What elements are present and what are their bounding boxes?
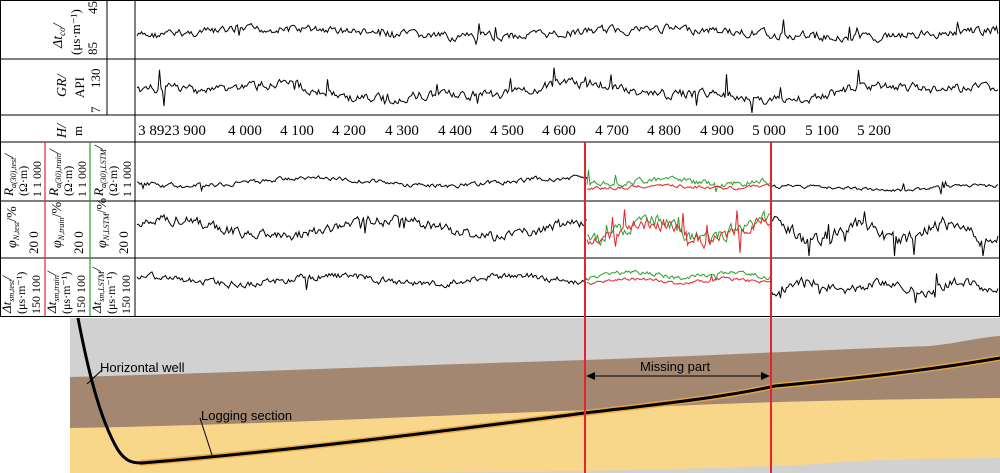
- svg-text:130: 130: [88, 69, 103, 89]
- svg-text:150 100: 150 100: [119, 275, 133, 314]
- svg-text:φN,train/%: φN,train/%: [50, 201, 66, 248]
- reservoir-layer: [70, 398, 1000, 473]
- depth-tick-label: 5 200: [857, 123, 891, 139]
- porosity-test-curve-right: [769, 211, 999, 257]
- well-trajectory: [76, 317, 1000, 465]
- svg-text:Ra(30),LSTM/: Ra(30),LSTM/: [91, 144, 108, 197]
- depth-tick-label: 4 900: [700, 123, 734, 139]
- resistivity-lstm-curve: [586, 169, 771, 193]
- depth-tick-label: 4 200: [332, 123, 366, 139]
- cross-section: Missing part Horizontal well Logging sec…: [70, 142, 1000, 473]
- svg-text:φN,test/%: φN,test/%: [5, 206, 21, 248]
- svg-text:Δtsm,train/: Δtsm,train/: [44, 270, 61, 314]
- svg-text:7: 7: [88, 106, 103, 113]
- depth-tick-label: 3 892: [138, 123, 172, 139]
- svg-text:φN,LSTM/%: φN,LSTM/%: [95, 197, 111, 248]
- depth-tick-label: 3 900: [172, 123, 206, 139]
- svg-text:1 1 000: 1 1 000: [75, 161, 89, 197]
- depth-tick-label: 4 500: [490, 123, 524, 139]
- svg-text:20 0: 20 0: [71, 231, 86, 254]
- gr-header: GR/ API 130 7: [55, 69, 103, 114]
- resistivity-header: Ra(30),test/ (Ω·m) 1 1 000 Ra(30),train/…: [1, 144, 134, 197]
- porosity-train-curve: [586, 209, 771, 254]
- lower-grey-layer: [820, 461, 1000, 473]
- svg-text:(μs·m⁻¹): (μs·m⁻¹): [68, 9, 83, 55]
- depth-tick-label: 4 000: [228, 123, 262, 139]
- horizontal-well-leader: [86, 369, 103, 385]
- svg-text:150 100: 150 100: [29, 275, 43, 314]
- svg-text:85: 85: [85, 42, 100, 55]
- svg-text:(μs·m⁻¹): (μs·m⁻¹): [104, 272, 118, 314]
- sonic-header: Δtsm,test/ (μs·m⁻¹) 150 100 Δtsm,train/ …: [0, 266, 133, 314]
- porosity-header: φN,test/% 20 0 φN,train/% 20 0 φN,LSTM/%…: [5, 197, 131, 254]
- arrow-head-right: [761, 372, 770, 380]
- header-separators: [44, 142, 91, 316]
- depth-tick-label: 4 100: [280, 123, 314, 139]
- depth-tick-labels: 3 892 3 900 4 000 4 100 4 200 4 300 4 400 4 500…: [138, 123, 891, 139]
- sonic-lstm-curve: [586, 269, 771, 282]
- resistivity-train-curve: [586, 183, 771, 191]
- svg-text:Ra(30),test/: Ra(30),test/: [1, 153, 18, 197]
- svg-text:H/: H/: [55, 123, 70, 139]
- depth-tick-label: 5 000: [752, 123, 786, 139]
- dt-co-header: Δtco/ (μs·m⁻¹) 45 85: [51, 1, 100, 55]
- resistivity-test-curve-right: [769, 180, 999, 195]
- svg-text:Δtsm,LSTM/: Δtsm,LSTM/: [89, 266, 106, 314]
- sonic-test-curve-left: [136, 271, 588, 290]
- svg-text:(μs·m⁻¹): (μs·m⁻¹): [59, 272, 73, 314]
- porosity-lstm-curve: [586, 209, 771, 247]
- svg-text:1 1 000: 1 1 000: [120, 161, 134, 197]
- svg-text:1 1 000: 1 1 000: [30, 161, 44, 197]
- svg-text:(Ω·m): (Ω·m): [16, 166, 30, 196]
- svg-text:45: 45: [85, 1, 100, 14]
- depth-tick-label: 4 800: [647, 123, 681, 139]
- depth-tick-label: 4 300: [385, 123, 419, 139]
- svg-text:(Ω·m): (Ω·m): [106, 166, 120, 196]
- svg-text:Δtsm,test/: Δtsm,test/: [0, 275, 16, 314]
- svg-text:(μs·m⁻¹): (μs·m⁻¹): [14, 272, 28, 314]
- horizontal-well-label: Horizontal well: [100, 360, 185, 375]
- svg-text:GR/: GR/: [55, 73, 70, 97]
- svg-text:20 0: 20 0: [116, 231, 131, 254]
- svg-text:150 100: 150 100: [74, 275, 88, 314]
- sonic-test-curve-right: [769, 273, 999, 304]
- log-curves: [136, 19, 999, 304]
- arrow-head-left: [586, 372, 595, 380]
- dt-co-curve: [136, 19, 999, 46]
- depth-tick-label: 4 700: [595, 123, 629, 139]
- log-panel: [0, 0, 1000, 317]
- missing-part-label: Missing part: [640, 359, 710, 374]
- svg-text:Δtco/: Δtco/: [51, 22, 67, 49]
- porosity-test-curve-left: [136, 213, 588, 242]
- depth-header: H/ m: [55, 123, 85, 139]
- svg-text:Ra(30),train/: Ra(30),train/: [46, 148, 63, 197]
- svg-text:20 0: 20 0: [26, 231, 41, 254]
- depth-tick-label: 4 600: [542, 123, 576, 139]
- sonic-train-curve: [586, 273, 770, 286]
- svg-text:(Ω·m): (Ω·m): [61, 166, 75, 196]
- svg-text:API: API: [72, 77, 87, 98]
- svg-text:m: m: [70, 126, 85, 136]
- depth-tick-label: 5 100: [805, 123, 839, 139]
- depth-tick-label: 4 400: [438, 123, 472, 139]
- resistivity-test-curve-left: [136, 174, 588, 193]
- gr-curve: [136, 67, 999, 114]
- logging-section-leader: [199, 417, 213, 456]
- logging-section-label: Logging section: [201, 408, 292, 423]
